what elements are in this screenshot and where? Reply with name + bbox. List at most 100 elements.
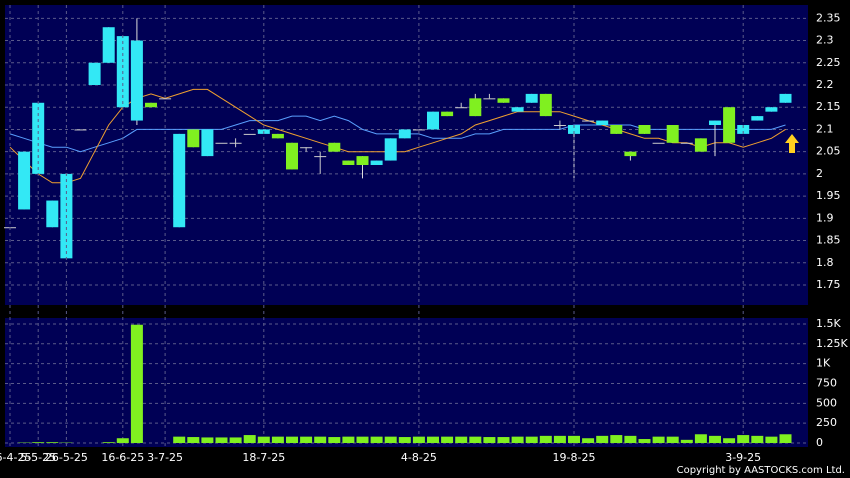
x-tick-label: 19-8-25 bbox=[553, 451, 596, 464]
candle-body bbox=[455, 107, 468, 109]
volume-bar bbox=[751, 435, 764, 443]
volume-bar bbox=[666, 436, 679, 443]
x-tick-label: 18-7-25 bbox=[242, 451, 285, 464]
volume-bar bbox=[652, 436, 665, 443]
candle-body bbox=[694, 138, 707, 152]
candle-body bbox=[102, 27, 115, 63]
volume-bar bbox=[624, 435, 637, 443]
y-tick-label: 250 bbox=[816, 416, 837, 429]
volume-bar bbox=[398, 437, 411, 443]
volume-bar bbox=[46, 442, 59, 443]
candle-body bbox=[553, 125, 566, 126]
y-tick-label: 1.85 bbox=[816, 234, 841, 247]
candle-body bbox=[145, 102, 157, 108]
candle-body bbox=[751, 116, 764, 121]
volume-bar bbox=[173, 436, 186, 443]
y-tick-label: 1.8 bbox=[816, 256, 834, 269]
candle-body bbox=[652, 142, 665, 144]
y-tick-label: 0 bbox=[816, 436, 823, 449]
candle-body bbox=[666, 125, 679, 143]
y-tick-label: 2.25 bbox=[816, 56, 841, 69]
y-tick-label: 1.9 bbox=[816, 211, 834, 224]
y-tick-label: 1K bbox=[816, 357, 831, 370]
volume-bar bbox=[412, 436, 425, 443]
y-tick-label: 2.3 bbox=[816, 34, 834, 47]
candle-body bbox=[370, 160, 383, 165]
volume-bar bbox=[356, 436, 369, 443]
volume-bar bbox=[582, 438, 595, 443]
candle-body bbox=[723, 107, 736, 143]
candle-body bbox=[342, 160, 355, 165]
y-tick-label: 2.05 bbox=[816, 145, 841, 158]
x-tick-label: 5-5-25 bbox=[20, 451, 56, 464]
candle-body bbox=[737, 125, 750, 134]
x-tick-label: 3-9-25 bbox=[725, 451, 761, 464]
y-tick-label: 2.35 bbox=[816, 11, 841, 24]
volume-bar bbox=[680, 439, 693, 443]
candle-body bbox=[596, 120, 609, 125]
candle-body bbox=[243, 133, 256, 135]
y-tick-label: 2.15 bbox=[816, 100, 841, 113]
volume-bar bbox=[286, 436, 298, 443]
candle-body bbox=[328, 142, 341, 152]
candle-body bbox=[201, 129, 214, 157]
candle-body bbox=[159, 98, 172, 100]
x-tick-label: 26-5-25 bbox=[45, 451, 88, 464]
candle-body bbox=[215, 142, 228, 144]
candle-body bbox=[582, 120, 595, 122]
volume-bar bbox=[765, 436, 778, 443]
volume-bar bbox=[271, 436, 284, 443]
volume-bar bbox=[328, 437, 341, 443]
volume-bar bbox=[187, 437, 200, 443]
volume-bar bbox=[610, 435, 623, 443]
copyright: Copyright by AASTOCKS.com Ltd. bbox=[677, 465, 845, 476]
candle-body bbox=[610, 125, 623, 134]
candle-body bbox=[511, 107, 524, 112]
candle-body bbox=[18, 151, 31, 210]
candle-body bbox=[46, 200, 59, 228]
volume-bar bbox=[201, 437, 214, 443]
volume-bar bbox=[596, 435, 609, 443]
candle-body bbox=[427, 111, 439, 130]
volume-bar bbox=[314, 436, 327, 443]
volume-bar bbox=[215, 437, 228, 443]
volume-bar bbox=[455, 436, 468, 443]
volume-bar bbox=[553, 435, 566, 443]
candle-body bbox=[286, 142, 298, 170]
volume-bar bbox=[130, 324, 143, 443]
x-tick-label: 4-8-25 bbox=[401, 451, 437, 464]
y-tick-label: 500 bbox=[816, 396, 837, 409]
plot-layer: 1.75 1.8 1.85 1.9 1.95 2 2.05 2.1 2.15 2.2 2.25 2.3… bbox=[0, 5, 848, 464]
volume-bar bbox=[568, 435, 580, 443]
volume-bar bbox=[229, 437, 242, 443]
volume-bar bbox=[737, 435, 750, 443]
y-tick-label: 2.1 bbox=[816, 122, 834, 135]
volume-bar bbox=[342, 436, 355, 443]
volume-bar bbox=[497, 437, 510, 443]
candle-body bbox=[539, 93, 552, 117]
volume-bar bbox=[32, 442, 45, 443]
candle-body bbox=[638, 125, 651, 134]
moving-average-line bbox=[9, 115, 786, 153]
y-tick-label: 2.2 bbox=[816, 78, 834, 91]
candle-body bbox=[187, 129, 200, 148]
volume-bar bbox=[525, 436, 538, 443]
volume-bar bbox=[257, 436, 270, 443]
candle-body bbox=[384, 138, 397, 161]
candle-body bbox=[469, 98, 482, 117]
volume-bar bbox=[511, 436, 524, 443]
y-tick-label: 1.5K bbox=[816, 317, 841, 330]
candle-body bbox=[779, 93, 792, 103]
x-tick-label: 3-7-25 bbox=[147, 451, 183, 464]
candle-body bbox=[398, 129, 411, 139]
volume-bar bbox=[638, 439, 651, 443]
y-tick-label: 750 bbox=[816, 376, 837, 389]
last-price-arrow bbox=[785, 134, 799, 153]
candle-body bbox=[441, 111, 454, 117]
x-tick-label: 16-6-25 bbox=[101, 451, 144, 464]
y-tick-label: 1.75 bbox=[816, 278, 841, 291]
volume-bar bbox=[779, 434, 792, 443]
y-tick-label: 1.95 bbox=[816, 189, 841, 202]
